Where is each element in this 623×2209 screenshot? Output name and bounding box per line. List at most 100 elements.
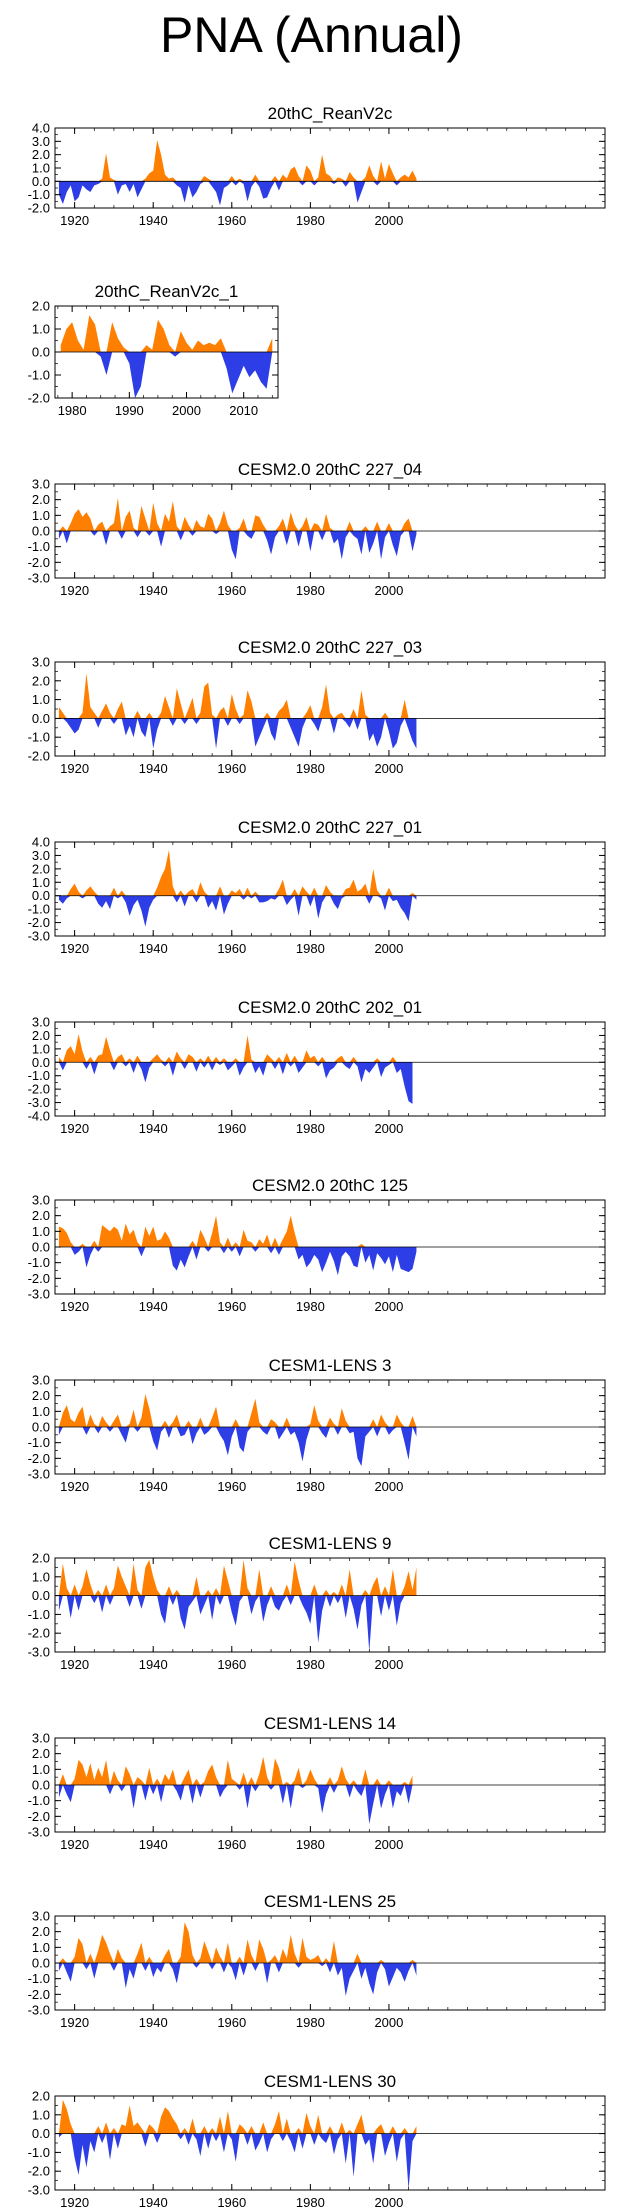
y-tick-label: -1.0 — [28, 1255, 50, 1270]
y-tick-label: 3.0 — [32, 1731, 50, 1746]
y-tick-label: 3.0 — [32, 1015, 50, 1030]
y-tick-label: 3.0 — [32, 477, 50, 492]
y-tick-label: 0.0 — [32, 2126, 50, 2141]
y-tick-label: -4.0 — [28, 1109, 50, 1124]
x-tick-label: 2000 — [374, 2195, 403, 2209]
x-tick-label: 1980 — [296, 761, 325, 776]
x-tick-label: 1940 — [139, 941, 168, 956]
y-tick-label: 0.0 — [32, 1055, 50, 1070]
y-tick-label: -2.0 — [28, 2164, 50, 2179]
y-tick-label: -1.0 — [28, 1607, 50, 1622]
pna-panel-9: CESM1-LENS 9 2.0 1.0 0.0 -1.0 -2.0 -3.0 1920 194… — [28, 1534, 606, 1672]
x-tick-label: 2000 — [374, 1657, 403, 1672]
x-tick-label: 1920 — [60, 1299, 89, 1314]
y-tick-label: 0.0 — [32, 1240, 50, 1255]
positive-anomaly-area — [58, 1394, 417, 1427]
y-tick-label: 2.0 — [32, 2089, 50, 2104]
x-tick-label: 1920 — [60, 1121, 89, 1136]
y-tick-label: 1.0 — [32, 1569, 50, 1584]
x-tick-label: 1940 — [139, 583, 168, 598]
negative-anomaly-area — [58, 1595, 417, 1652]
y-tick-label: -1.0 — [28, 539, 50, 554]
negative-anomaly-area — [58, 2133, 417, 2190]
y-tick-label: 4.0 — [32, 121, 50, 136]
panel-title: CESM2.0 20thC 202_01 — [238, 998, 422, 1017]
positive-anomaly-area — [58, 1215, 417, 1247]
x-tick-label: 1940 — [139, 761, 168, 776]
y-tick-label: 2.0 — [32, 1924, 50, 1939]
x-tick-label: 1920 — [60, 1657, 89, 1672]
y-tick-label: -1.0 — [28, 1793, 50, 1808]
y-tick-label: 3.0 — [32, 1909, 50, 1924]
panel-title: CESM1-LENS 25 — [264, 1892, 396, 1911]
y-tick-label: 0.0 — [32, 345, 50, 360]
x-tick-label: 1960 — [217, 761, 246, 776]
y-tick-label: -3.0 — [28, 1467, 50, 1482]
y-tick-label: -1.0 — [28, 368, 50, 383]
x-tick-label: 2000 — [374, 761, 403, 776]
positive-anomaly-area — [58, 1034, 413, 1063]
y-tick-label: 2.0 — [32, 673, 50, 688]
x-tick-label: 2000 — [374, 213, 403, 228]
y-tick-label: -2.0 — [28, 1626, 50, 1641]
x-tick-label: 1920 — [60, 761, 89, 776]
x-tick-label: 2000 — [374, 1479, 403, 1494]
y-tick-label: 2.0 — [32, 147, 50, 162]
panel-title: 20thC_ReanV2c — [268, 104, 393, 123]
pna-panel-5: CESM2.0 20thC 227_014.03.02.01.00.0-1.0-… — [28, 818, 606, 956]
x-tick-label: 1990 — [115, 403, 144, 418]
y-tick-label: 2.0 — [32, 1746, 50, 1761]
negative-anomaly-area — [58, 181, 417, 206]
negative-anomaly-area — [58, 718, 417, 749]
y-tick-label: 1.0 — [32, 875, 50, 890]
x-tick-label: 1940 — [139, 213, 168, 228]
y-tick-label: 4.0 — [32, 835, 50, 850]
y-tick-label: -2.0 — [28, 391, 50, 406]
x-tick-label: 1980 — [58, 403, 87, 418]
x-tick-label: 1920 — [60, 1837, 89, 1852]
pna-panel-2: 20thC_ReanV2c_1 2.0 1.0 0.0 -1.0 -2.0 1980 1990… — [28, 282, 279, 418]
negative-anomaly-area — [58, 895, 417, 927]
pna-panel-10: CESM1-LENS 14 3.02.01.00.0-1.0-2.0-3.0 192… — [28, 1714, 606, 1852]
y-tick-label: 2.0 — [32, 861, 50, 876]
panel-title: CESM1-LENS 30 — [264, 2072, 396, 2091]
y-tick-label: -1.0 — [28, 1971, 50, 1986]
y-tick-label: -2.0 — [28, 1271, 50, 1286]
x-tick-label: 1940 — [139, 1479, 168, 1494]
positive-anomaly-area — [58, 673, 417, 719]
panel-title: CESM1-LENS 14 — [264, 1714, 396, 1733]
y-tick-label: -1.0 — [28, 187, 50, 202]
y-tick-label: -3.0 — [28, 929, 50, 944]
y-tick-label: 0.0 — [32, 524, 50, 539]
y-tick-label: 1.0 — [32, 322, 50, 337]
y-tick-label: -2.0 — [28, 201, 50, 216]
y-tick-label: -3.0 — [28, 2003, 50, 2018]
panel-title: CESM2.0 20thC 227_01 — [238, 818, 422, 837]
pna-panel-1: 20thC_ReanV2c 4.03.02.01.00.0-1.0-2.0 1920… — [28, 104, 606, 228]
x-tick-label: 1980 — [296, 1657, 325, 1672]
x-tick-label: 1960 — [217, 941, 246, 956]
y-tick-label: 2.0 — [32, 299, 50, 314]
x-tick-label: 1920 — [60, 941, 89, 956]
y-tick-label: 2.0 — [32, 1551, 50, 1566]
positive-anomaly-area — [58, 140, 417, 182]
x-tick-label: 1980 — [296, 1479, 325, 1494]
y-tick-label: 1.0 — [32, 2107, 50, 2122]
panel-title: CESM2.0 20thC 227_03 — [238, 638, 422, 657]
negative-anomaly-area — [60, 352, 273, 398]
panel-title: CESM1-LENS 9 — [269, 1534, 392, 1553]
positive-anomaly-area — [58, 850, 417, 896]
x-tick-label: 1940 — [139, 1121, 168, 1136]
y-tick-label: -2.0 — [28, 1987, 50, 2002]
x-tick-label: 1980 — [296, 2015, 325, 2030]
panel-title: CESM2.0 20thC 227_04 — [238, 460, 422, 479]
y-tick-label: 3.0 — [32, 1193, 50, 1208]
positive-anomaly-area — [58, 2099, 417, 2134]
pna-panel-6: CESM2.0 20thC 202_01 3.02.01.00.0-1.0-2.0… — [28, 998, 606, 1136]
y-tick-label: 0.0 — [32, 1778, 50, 1793]
x-tick-label: 1920 — [60, 2015, 89, 2030]
y-tick-label: -1.0 — [28, 2145, 50, 2160]
x-tick-label: 1960 — [217, 213, 246, 228]
y-tick-label: 3.0 — [32, 848, 50, 863]
plot-frame — [54, 2095, 606, 2191]
